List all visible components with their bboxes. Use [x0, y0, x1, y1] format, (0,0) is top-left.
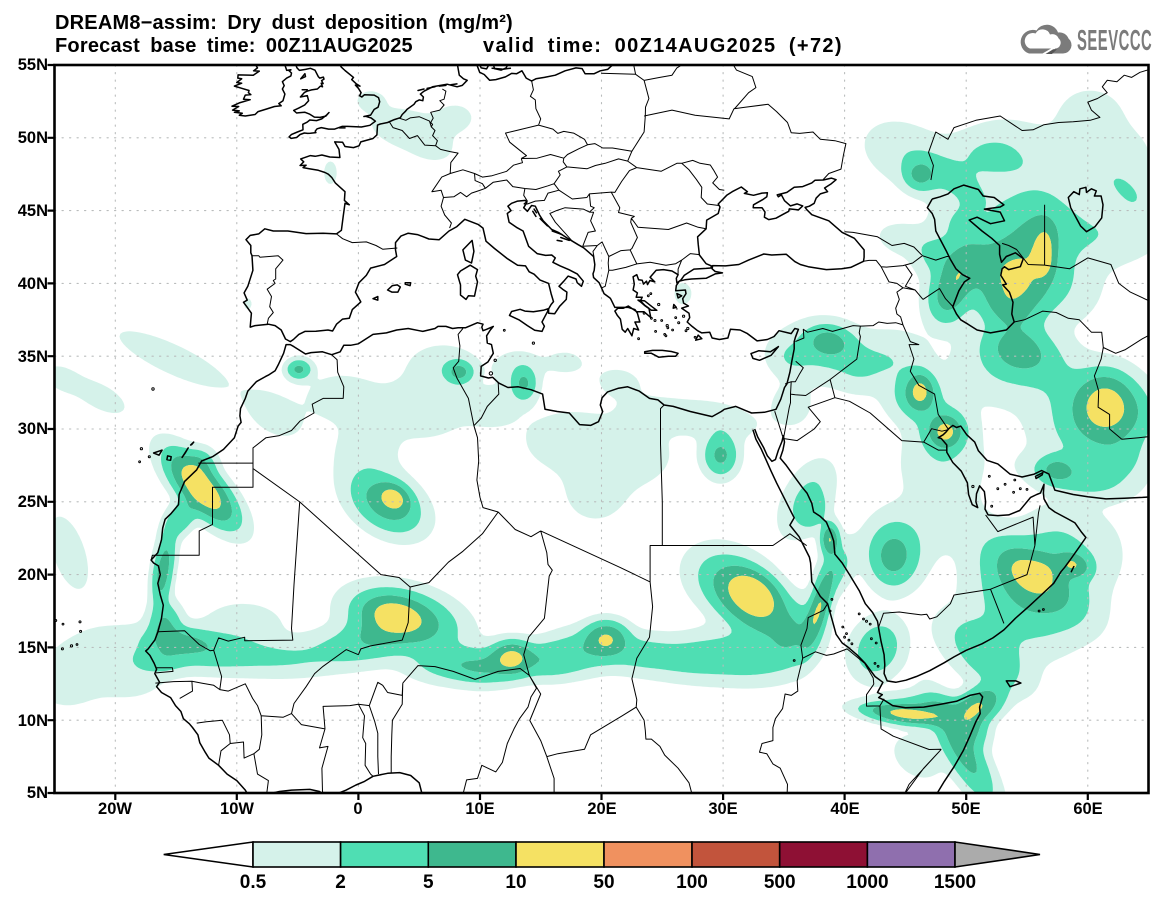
svg-text:10N: 10N — [18, 712, 48, 730]
svg-text:20E: 20E — [587, 800, 616, 818]
svg-text:50: 50 — [593, 872, 614, 893]
svg-text:50E: 50E — [951, 800, 980, 818]
svg-text:25N: 25N — [18, 493, 48, 511]
svg-text:30N: 30N — [18, 420, 48, 438]
svg-text:50N: 50N — [18, 129, 48, 147]
svg-text:30E: 30E — [708, 800, 737, 818]
svg-text:60E: 60E — [1073, 800, 1102, 818]
svg-text:SEEVCCC: SEEVCCC — [1077, 24, 1152, 57]
svg-text:5: 5 — [423, 872, 434, 893]
svg-text:500: 500 — [764, 872, 796, 893]
svg-text:Forecast base time: 00Z11AUG20: Forecast base time: 00Z11AUG2025 — [55, 35, 413, 57]
svg-text:10W: 10W — [220, 800, 254, 818]
svg-text:45N: 45N — [18, 202, 48, 220]
svg-text:40E: 40E — [830, 800, 859, 818]
svg-text:35N: 35N — [18, 348, 48, 366]
svg-text:55N: 55N — [18, 56, 48, 74]
svg-text:10: 10 — [505, 872, 526, 893]
svg-text:1000: 1000 — [846, 872, 888, 893]
svg-text:20W: 20W — [98, 800, 132, 818]
svg-text:2: 2 — [335, 872, 346, 893]
svg-text:1500: 1500 — [934, 872, 976, 893]
svg-text:100: 100 — [676, 872, 708, 893]
svg-text:0.5: 0.5 — [240, 872, 267, 893]
svg-text:DREAM8−assim: Dry dust deposit: DREAM8−assim: Dry dust deposition (mg/m²… — [55, 12, 513, 34]
svg-text:0: 0 — [353, 800, 362, 818]
svg-text:valid time: 00Z14AUG2025 (+72): valid time: 00Z14AUG2025 (+72) — [483, 35, 843, 57]
svg-text:10E: 10E — [465, 800, 494, 818]
svg-text:5N: 5N — [27, 784, 48, 802]
svg-text:15N: 15N — [18, 639, 48, 657]
svg-text:40N: 40N — [18, 275, 48, 293]
svg-text:20N: 20N — [18, 566, 48, 584]
